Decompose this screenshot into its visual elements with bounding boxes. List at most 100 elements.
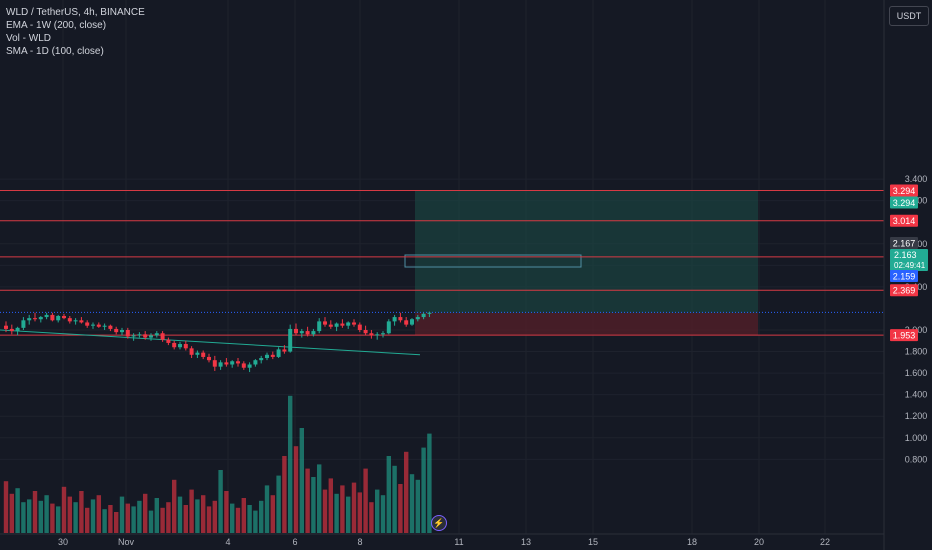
level-price-label-bg [890,284,918,297]
candle-body[interactable] [79,320,84,323]
currency-button[interactable]: USDT [889,6,929,26]
candle-body[interactable] [398,317,403,321]
time-tick-label: 15 [588,537,598,547]
candle-body[interactable] [236,361,240,364]
candle-body[interactable] [96,324,101,327]
candle-body[interactable] [178,344,182,348]
candle-body[interactable] [201,352,206,357]
entry-range-box[interactable] [404,254,582,268]
candle-body[interactable] [363,330,368,334]
candle-body[interactable] [207,356,211,361]
candle-body[interactable] [160,333,165,340]
candle-body[interactable] [328,324,333,327]
candle-body[interactable] [85,322,90,326]
candle-body[interactable] [247,364,252,368]
candle-body[interactable] [241,363,246,368]
candle-body[interactable] [375,334,380,336]
candle-body[interactable] [67,318,72,322]
volume-bar [409,474,415,533]
indicator-sma[interactable]: SMA - 1D (100, close) [6,46,104,57]
candle-body[interactable] [299,331,304,334]
take-profit-zone[interactable] [415,190,758,313]
candle-body[interactable] [323,321,327,325]
candle-body[interactable] [15,327,20,332]
candle-body[interactable] [125,330,130,337]
candle-body[interactable] [415,317,420,320]
lightning-icon[interactable]: ⚡ [431,515,447,531]
candle-body[interactable] [346,322,351,326]
candle-body[interactable] [427,312,432,314]
volume-bar [351,482,357,533]
candle-body[interactable] [21,320,26,328]
candle-body[interactable] [44,314,49,318]
candle-body[interactable] [91,324,95,326]
candle-body[interactable] [340,323,345,326]
candle-body[interactable] [143,334,148,338]
candle-body[interactable] [288,328,293,352]
candle-body[interactable] [294,328,298,334]
candle-body[interactable] [369,333,374,336]
candle-body[interactable] [120,330,124,333]
volume-bar [166,502,171,533]
candle-body[interactable] [357,324,362,330]
candle-body[interactable] [410,319,414,325]
sma-line [0,329,421,356]
candle-body[interactable] [265,354,269,359]
volume-bar [137,500,142,533]
volume-bar [241,498,246,533]
candle-body[interactable] [131,335,136,337]
candle-body[interactable] [108,325,113,329]
volume-bar [328,478,333,533]
volume-bar [114,512,119,533]
volume-bar [201,495,206,533]
candle-body[interactable] [50,314,55,321]
candle-body[interactable] [253,360,258,365]
candle-body[interactable] [33,318,37,320]
candle-body[interactable] [311,331,316,335]
stop-loss-zone[interactable] [415,312,758,336]
candle-body[interactable] [4,325,8,329]
candle-body[interactable] [305,331,310,335]
candle-body[interactable] [276,349,281,357]
candle-body[interactable] [282,349,287,352]
candle-body[interactable] [224,362,229,365]
candle-body[interactable] [56,315,61,321]
candle-body[interactable] [27,318,32,321]
volume-bar [131,506,136,533]
candle-body[interactable] [212,360,217,367]
candle-body[interactable] [386,321,391,334]
volume-bar [172,479,177,533]
candle-body[interactable] [352,322,356,325]
candle-body[interactable] [404,320,409,325]
volume-bar [32,491,38,533]
candle-body[interactable] [317,321,322,332]
candle-body[interactable] [259,358,264,361]
candle-body[interactable] [172,342,177,348]
volume-bar [195,499,200,533]
symbol-title[interactable]: WLD / TetherUS, 4h, BINANCE [6,7,145,18]
candle-body[interactable] [38,317,43,320]
indicator-volume[interactable]: Vol - WLD [6,33,52,44]
level-price-label-bg [890,184,918,197]
candle-body[interactable] [381,333,385,335]
candle-body[interactable] [218,362,223,367]
candle-body[interactable] [62,315,66,319]
candle-body[interactable] [154,333,159,336]
candle-body[interactable] [334,323,339,327]
candle-body[interactable] [149,335,153,338]
candle-body[interactable] [9,328,14,332]
candle-body[interactable] [421,313,426,318]
candle-body[interactable] [73,320,78,322]
candle-body[interactable] [137,334,142,336]
indicator-ema[interactable]: EMA - 1W (200, close) [6,20,107,31]
candle-body[interactable] [270,354,275,357]
candle-body[interactable] [392,317,397,322]
candle-body[interactable] [183,344,188,349]
candle-body[interactable] [195,352,200,355]
candle-body[interactable] [189,348,194,355]
candle-body[interactable] [166,339,171,343]
candle-body[interactable] [230,361,235,365]
candle-body[interactable] [102,325,107,327]
candle-body[interactable] [114,328,119,333]
